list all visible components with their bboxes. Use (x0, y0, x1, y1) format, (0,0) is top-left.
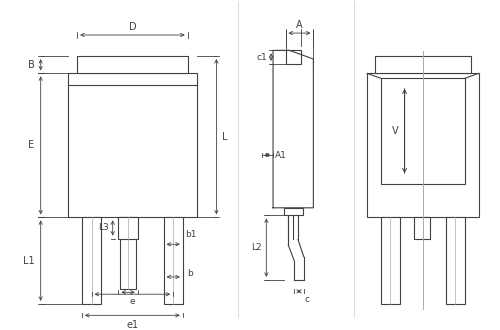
Text: e: e (130, 297, 135, 306)
Bar (120, 217, 136, 289)
Bar (164, 217, 183, 304)
Bar (375, 56, 471, 73)
Bar (284, 208, 303, 215)
Text: L1: L1 (24, 256, 35, 266)
Text: c: c (304, 294, 309, 304)
Text: L3: L3 (98, 223, 108, 232)
Text: V: V (392, 126, 398, 136)
Text: B: B (28, 60, 34, 70)
Bar (68, 73, 197, 217)
Text: D: D (128, 22, 136, 32)
Text: e1: e1 (126, 320, 138, 330)
Bar (82, 217, 101, 304)
Bar (367, 73, 478, 217)
Text: A: A (296, 20, 303, 30)
Text: c1: c1 (256, 52, 267, 62)
Bar (286, 50, 301, 64)
Text: L: L (222, 132, 228, 142)
Text: L2: L2 (252, 243, 262, 252)
Bar (118, 217, 138, 239)
Bar (380, 217, 400, 304)
Text: b1: b1 (184, 230, 196, 239)
Bar (446, 217, 465, 304)
Text: b: b (188, 269, 194, 278)
Bar (380, 78, 465, 184)
Bar (77, 56, 188, 73)
Text: A1: A1 (275, 150, 286, 159)
Text: E: E (28, 140, 34, 150)
Bar (414, 217, 430, 239)
